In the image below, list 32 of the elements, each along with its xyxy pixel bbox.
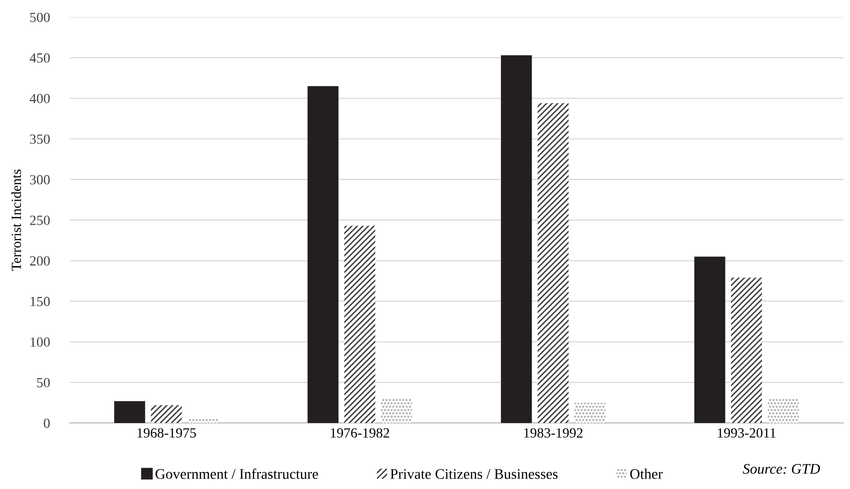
x-tick-label: 1968-1975 xyxy=(138,428,196,438)
bar xyxy=(188,418,219,423)
bar xyxy=(538,103,569,423)
y-tick-label: 200 xyxy=(30,256,50,266)
x-tick-label: 1983-1992 xyxy=(524,428,582,438)
legend-label: Government / Infrastructure xyxy=(156,468,318,479)
y-tick-label: 450 xyxy=(30,53,50,63)
y-tick-label: 350 xyxy=(30,134,50,144)
bar xyxy=(150,405,182,423)
y-tick-label: 500 xyxy=(30,12,50,22)
bar xyxy=(768,398,799,423)
bar xyxy=(500,55,532,423)
bar xyxy=(694,256,726,423)
y-axis-title: Terrorist Incidents xyxy=(11,170,22,271)
y-tick-label: 150 xyxy=(30,296,50,306)
y-tick-label: 400 xyxy=(30,94,50,104)
source-note: Source: GTD xyxy=(742,464,820,474)
y-tick-label: 0 xyxy=(44,418,50,428)
bar xyxy=(344,226,376,423)
x-tick-label: 1993-2011 xyxy=(718,428,776,438)
y-tick-label: 250 xyxy=(30,216,50,226)
legend-label: Private Citizens / Businesses xyxy=(390,469,558,479)
bar xyxy=(308,86,338,423)
bar xyxy=(114,401,146,423)
bar xyxy=(381,398,412,423)
y-tick-label: 300 xyxy=(30,175,50,184)
y-tick-label: 100 xyxy=(30,337,50,347)
legend-label: Other xyxy=(630,468,663,479)
bar xyxy=(731,278,762,423)
bar xyxy=(574,402,606,423)
y-tick-label: 50 xyxy=(37,378,50,388)
x-tick-label: 1976-1982 xyxy=(330,428,390,438)
